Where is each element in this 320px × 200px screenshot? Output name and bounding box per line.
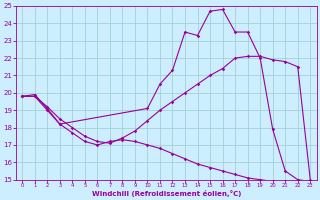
X-axis label: Windchill (Refroidissement éolien,°C): Windchill (Refroidissement éolien,°C)	[92, 190, 241, 197]
